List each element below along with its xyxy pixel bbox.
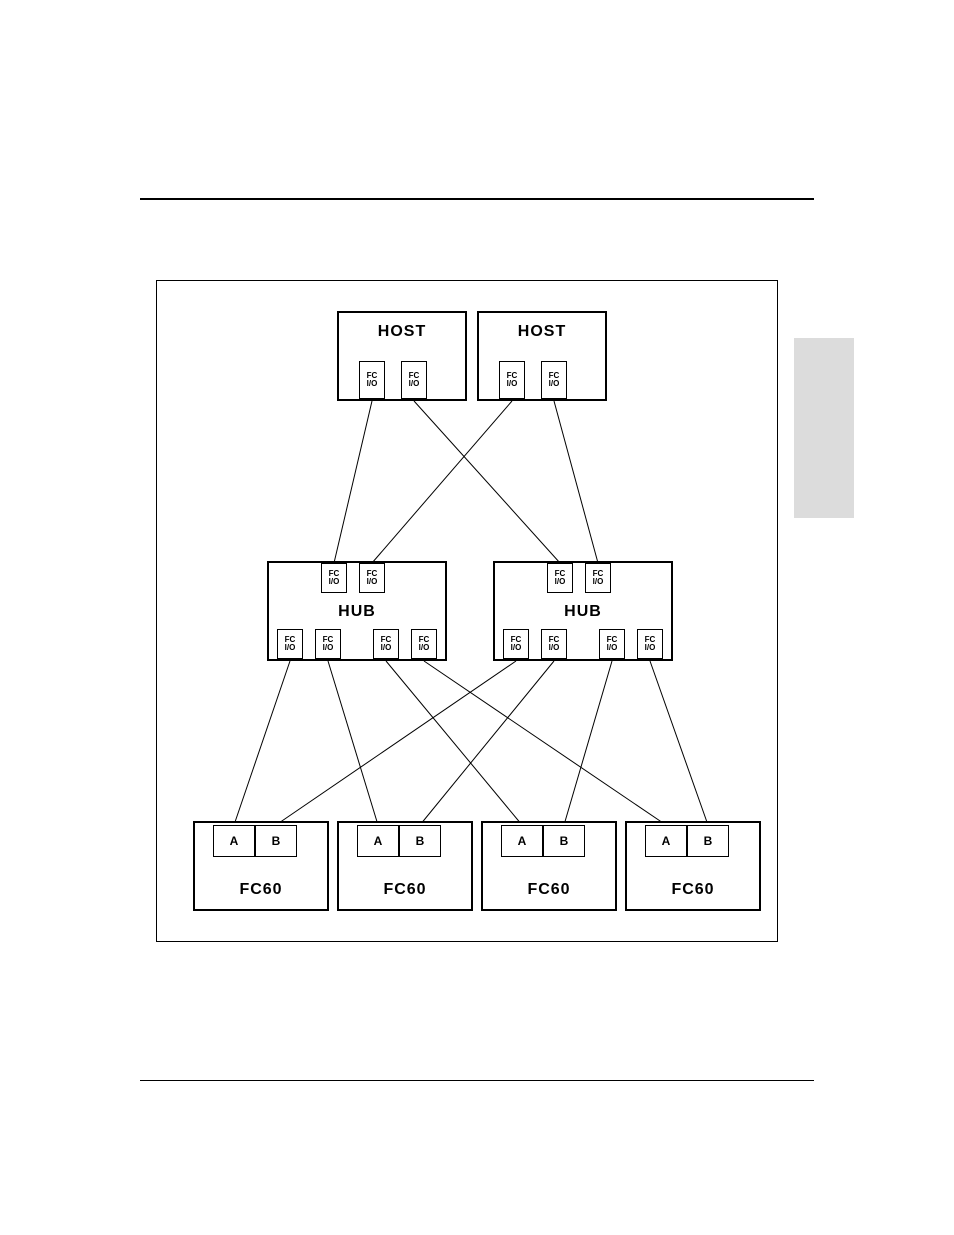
page: HOST FCI/O FCI/O HOST FCI/O FCI/O HUB FCI/O FCI/… (0, 0, 954, 1235)
fc60-label: FC60 (339, 881, 471, 899)
fc-io-port: FCI/O (411, 629, 437, 659)
diagram-frame: HOST FCI/O FCI/O HOST FCI/O FCI/O HUB FCI/O FCI/… (156, 280, 778, 942)
fc-io-port: FCI/O (599, 629, 625, 659)
controller-a-slot: A (357, 825, 399, 857)
fc-io-port: FCI/O (541, 361, 567, 399)
hub-label: HUB (269, 603, 445, 621)
fc-io-port: FCI/O (315, 629, 341, 659)
host-label: HOST (479, 323, 605, 341)
controller-b-slot: B (687, 825, 729, 857)
fcio-label-bottom: I/O (409, 380, 420, 388)
controller-b-slot: B (255, 825, 297, 857)
fc-io-port: FCI/O (277, 629, 303, 659)
fcio-label-bottom: I/O (381, 644, 392, 652)
fcio-label-bottom: I/O (645, 644, 656, 652)
fc-io-port: FCI/O (359, 361, 385, 399)
fc60-label: FC60 (483, 881, 615, 899)
controller-a-slot: A (213, 825, 255, 857)
fcio-label-bottom: I/O (323, 644, 334, 652)
fcio-label-bottom: I/O (507, 380, 518, 388)
rule-bottom (140, 1080, 814, 1081)
fc-io-port: FCI/O (373, 629, 399, 659)
fc-io-port: FCI/O (401, 361, 427, 399)
fcio-label-bottom: I/O (329, 578, 340, 586)
controller-a-slot: A (645, 825, 687, 857)
fcio-label-bottom: I/O (549, 380, 560, 388)
fcio-label-bottom: I/O (367, 380, 378, 388)
rule-top (140, 198, 814, 200)
fcio-label-bottom: I/O (511, 644, 522, 652)
hub-label: HUB (495, 603, 671, 621)
fcio-label-bottom: I/O (555, 578, 566, 586)
page-tab (794, 338, 854, 518)
fc60-label: FC60 (195, 881, 327, 899)
host-label: HOST (339, 323, 465, 341)
fc60-label: FC60 (627, 881, 759, 899)
fc-io-port: FCI/O (499, 361, 525, 399)
controller-b-slot: B (399, 825, 441, 857)
fc-io-port: FCI/O (585, 563, 611, 593)
fc-io-port: FCI/O (547, 563, 573, 593)
controller-a-slot: A (501, 825, 543, 857)
fcio-label-bottom: I/O (549, 644, 560, 652)
fcio-label-bottom: I/O (367, 578, 378, 586)
fc-io-port: FCI/O (359, 563, 385, 593)
fc-io-port: FCI/O (541, 629, 567, 659)
fc-io-port: FCI/O (637, 629, 663, 659)
controller-b-slot: B (543, 825, 585, 857)
fcio-label-bottom: I/O (607, 644, 618, 652)
fc-io-port: FCI/O (503, 629, 529, 659)
fcio-label-bottom: I/O (419, 644, 430, 652)
fcio-label-bottom: I/O (285, 644, 296, 652)
nodes-layer: HOST FCI/O FCI/O HOST FCI/O FCI/O HUB FCI/O FCI/… (157, 281, 777, 941)
fcio-label-bottom: I/O (593, 578, 604, 586)
fc-io-port: FCI/O (321, 563, 347, 593)
